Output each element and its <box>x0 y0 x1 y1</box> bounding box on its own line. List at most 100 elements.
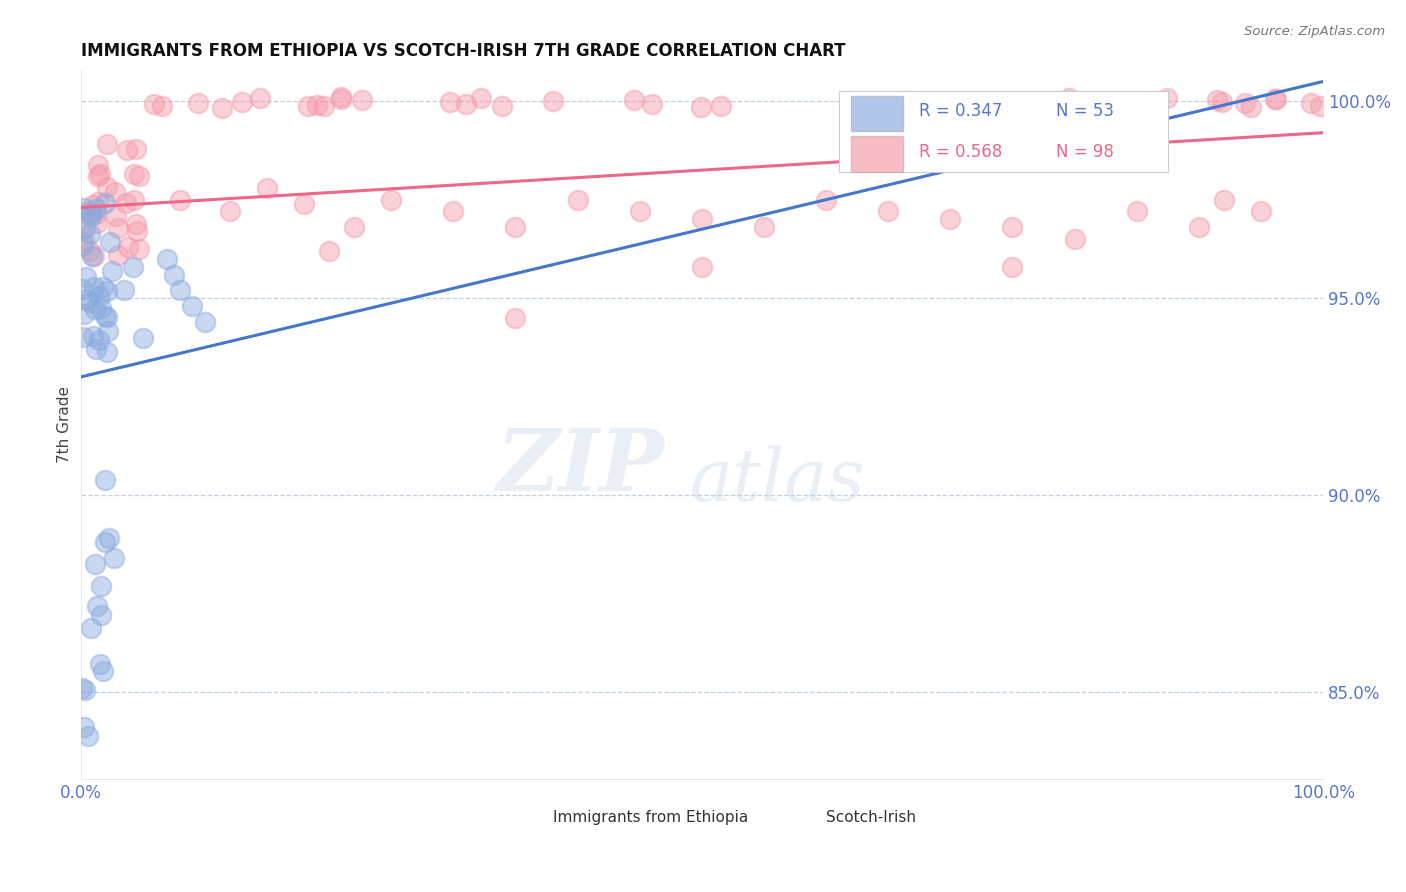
Point <box>1211 95 1233 110</box>
Text: Source: ZipAtlas.com: Source: ZipAtlas.com <box>1244 25 1385 38</box>
Point <box>80 209 103 223</box>
Point <box>169 193 191 207</box>
Point <box>256 181 278 195</box>
Point <box>94 309 117 323</box>
Point <box>72 238 94 252</box>
Point <box>156 252 179 266</box>
Point <box>1001 260 1024 274</box>
Point <box>89 289 111 303</box>
Point <box>314 99 336 113</box>
FancyBboxPatch shape <box>851 95 903 131</box>
Point <box>115 143 138 157</box>
Point <box>218 204 240 219</box>
Point <box>94 534 117 549</box>
Point <box>187 95 209 110</box>
Point <box>94 196 117 211</box>
Point <box>84 343 107 357</box>
Point <box>72 681 94 695</box>
Point <box>76 205 98 219</box>
Point <box>82 329 104 343</box>
Point <box>77 294 100 309</box>
Point <box>1299 95 1322 110</box>
Point <box>107 220 129 235</box>
Point <box>86 599 108 613</box>
Point <box>75 220 97 235</box>
Point <box>1205 93 1227 107</box>
Point <box>89 657 111 672</box>
Point <box>1057 91 1080 105</box>
Point <box>98 531 121 545</box>
Point <box>97 324 120 338</box>
Point <box>83 280 105 294</box>
Point <box>128 243 150 257</box>
Point <box>318 244 340 258</box>
Point <box>292 196 315 211</box>
Point <box>86 158 108 172</box>
Point <box>80 622 103 636</box>
Point <box>330 90 353 104</box>
Point <box>939 212 962 227</box>
Point <box>1233 96 1256 111</box>
Point <box>505 220 527 235</box>
Point <box>84 557 107 571</box>
Text: Immigrants from Ethiopia: Immigrants from Ethiopia <box>553 810 748 825</box>
Point <box>1001 220 1024 235</box>
Point <box>121 260 143 274</box>
Text: Scotch-Irish: Scotch-Irish <box>827 810 917 825</box>
Point <box>96 179 118 194</box>
Y-axis label: 7th Grade: 7th Grade <box>58 385 72 463</box>
Point <box>90 301 112 315</box>
Point <box>90 607 112 622</box>
Point <box>131 330 153 344</box>
Point <box>169 283 191 297</box>
Point <box>297 99 319 113</box>
Point <box>752 220 775 235</box>
Point <box>211 101 233 115</box>
Point <box>1052 96 1074 111</box>
Point <box>249 91 271 105</box>
Point <box>307 98 329 112</box>
Point <box>73 720 96 734</box>
Point <box>623 94 645 108</box>
Point <box>82 198 104 212</box>
Point <box>470 91 492 105</box>
Point <box>122 193 145 207</box>
Point <box>815 193 838 207</box>
Point <box>94 473 117 487</box>
Point <box>150 99 173 113</box>
Point <box>70 282 93 296</box>
Point <box>73 682 96 697</box>
Point <box>83 249 105 263</box>
Point <box>84 207 107 221</box>
Text: ZIP: ZIP <box>496 425 665 508</box>
Point <box>1264 92 1286 106</box>
Point <box>80 206 103 220</box>
Point <box>1250 204 1272 219</box>
Text: R = 0.568: R = 0.568 <box>920 143 1002 161</box>
Point <box>329 92 352 106</box>
Point <box>103 550 125 565</box>
FancyBboxPatch shape <box>838 91 1168 172</box>
Point <box>115 196 138 211</box>
Point <box>86 216 108 230</box>
Point <box>1156 91 1178 105</box>
Point <box>143 96 166 111</box>
Point <box>1309 99 1331 113</box>
Text: IMMIGRANTS FROM ETHIOPIA VS SCOTCH-IRISH 7TH GRADE CORRELATION CHART: IMMIGRANTS FROM ETHIOPIA VS SCOTCH-IRISH… <box>80 42 845 60</box>
Point <box>105 210 128 224</box>
Point <box>1264 92 1286 106</box>
Point <box>98 235 121 250</box>
Point <box>72 330 94 344</box>
Point <box>72 201 94 215</box>
Point <box>89 167 111 181</box>
Point <box>96 344 118 359</box>
Point <box>125 217 148 231</box>
Point <box>977 95 1000 110</box>
Point <box>1063 232 1085 246</box>
Point <box>380 193 402 207</box>
FancyBboxPatch shape <box>509 807 544 827</box>
Point <box>93 664 115 678</box>
Point <box>87 169 110 183</box>
Point <box>343 220 366 235</box>
Point <box>181 299 204 313</box>
